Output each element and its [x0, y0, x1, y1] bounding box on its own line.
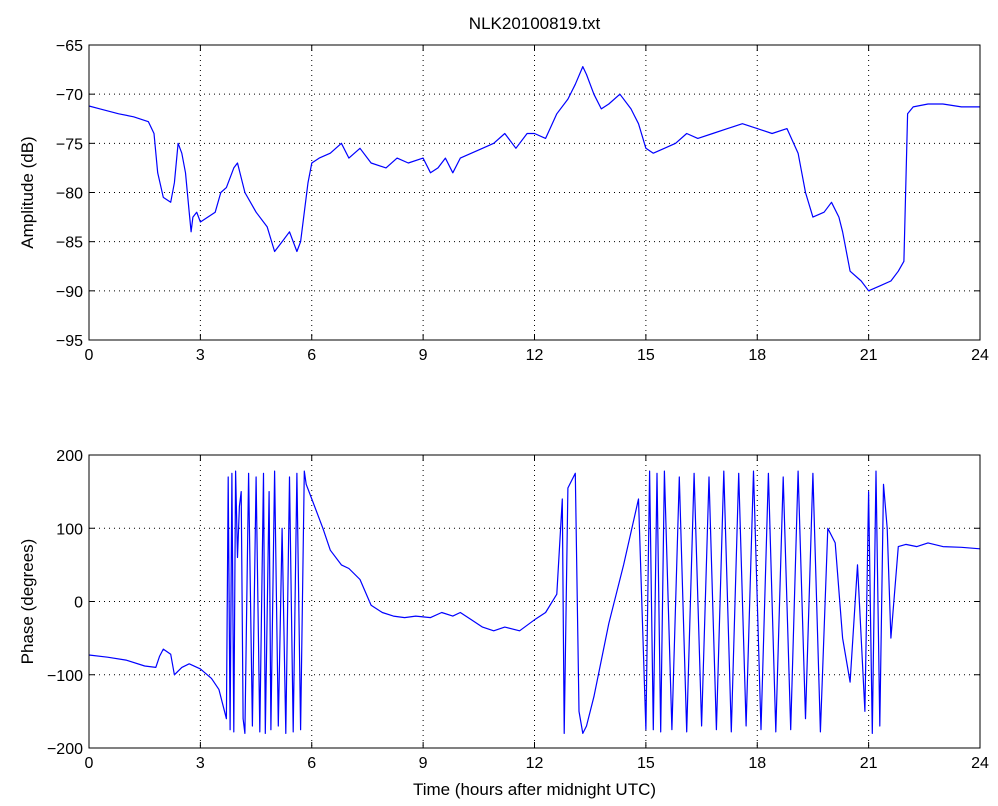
phase-y-tick-label: 100 [56, 521, 83, 538]
amplitude-x-tick-label: 6 [307, 347, 316, 364]
amplitude-x-tick-label: 15 [637, 347, 655, 364]
amplitude-y-tick-label: −90 [56, 284, 83, 301]
phase-x-tick-label: 12 [526, 755, 544, 772]
amplitude-x-tick-label: 3 [196, 347, 205, 364]
phase-x-tick-label: 9 [419, 755, 428, 772]
amplitude-x-tick-label: 12 [526, 347, 544, 364]
amplitude-y-tick-label: −80 [56, 186, 83, 203]
phase-x-tick-label: 6 [307, 755, 316, 772]
amplitude-x-tick-label: 0 [85, 347, 94, 364]
phase-grid [89, 455, 980, 748]
phase-x-tick-label: 21 [860, 755, 878, 772]
phase-y-tick-label: −100 [47, 668, 83, 685]
phase-series-line [88, 470, 981, 735]
amplitude-y-axis-label: Amplitude (dB) [18, 136, 37, 248]
amplitude-chart-title: NLK20100819.txt [469, 14, 601, 33]
phase-x-tick-label: 15 [637, 755, 655, 772]
phase-y-tick-label: 0 [74, 595, 83, 612]
phase-x-axis-label: Time (hours after midnight UTC) [413, 780, 656, 799]
phase-x-tick-label: 3 [196, 755, 205, 772]
phase-y-tick-label: −200 [47, 741, 83, 758]
phase-x-tick-label: 24 [971, 755, 989, 772]
amplitude-y-tick-label: −65 [56, 38, 83, 55]
amplitude-y-tick-label: −85 [56, 235, 83, 252]
amplitude-x-tick-label: 9 [419, 347, 428, 364]
amplitude-y-tick-label: −70 [56, 87, 83, 104]
phase-x-tick-label: 18 [748, 755, 766, 772]
amplitude-x-tick-label: 21 [860, 347, 878, 364]
amplitude-panel: 0 3 6 9 12 15 18 21 24 −95 −90 −85 −80 −75 −70 −65 NLK2… [18, 14, 989, 364]
phase-x-tick-label: 0 [85, 755, 94, 772]
amplitude-x-tick-label: 18 [748, 347, 766, 364]
phase-panel: 0 3 6 9 12 15 18 21 24 −200 −100 0 100 200 Time (hour… [18, 448, 989, 799]
amplitude-plot-area [88, 65, 980, 292]
amplitude-y-tick-label: −95 [56, 333, 83, 350]
amplitude-series-line [88, 65, 980, 292]
phase-plot-area [88, 470, 981, 735]
phase-y-tick-label: 200 [56, 448, 83, 465]
amplitude-y-tick-label: −75 [56, 136, 83, 153]
amplitude-ticks: 0 3 6 9 12 15 18 21 24 −95 −90 −85 −80 −75 −70 −65 [56, 38, 989, 364]
phase-y-axis-label: Phase (degrees) [18, 539, 37, 665]
amplitude-x-tick-label: 24 [971, 347, 989, 364]
phase-ticks: 0 3 6 9 12 15 18 21 24 −200 −100 0 100 200 [47, 448, 989, 772]
